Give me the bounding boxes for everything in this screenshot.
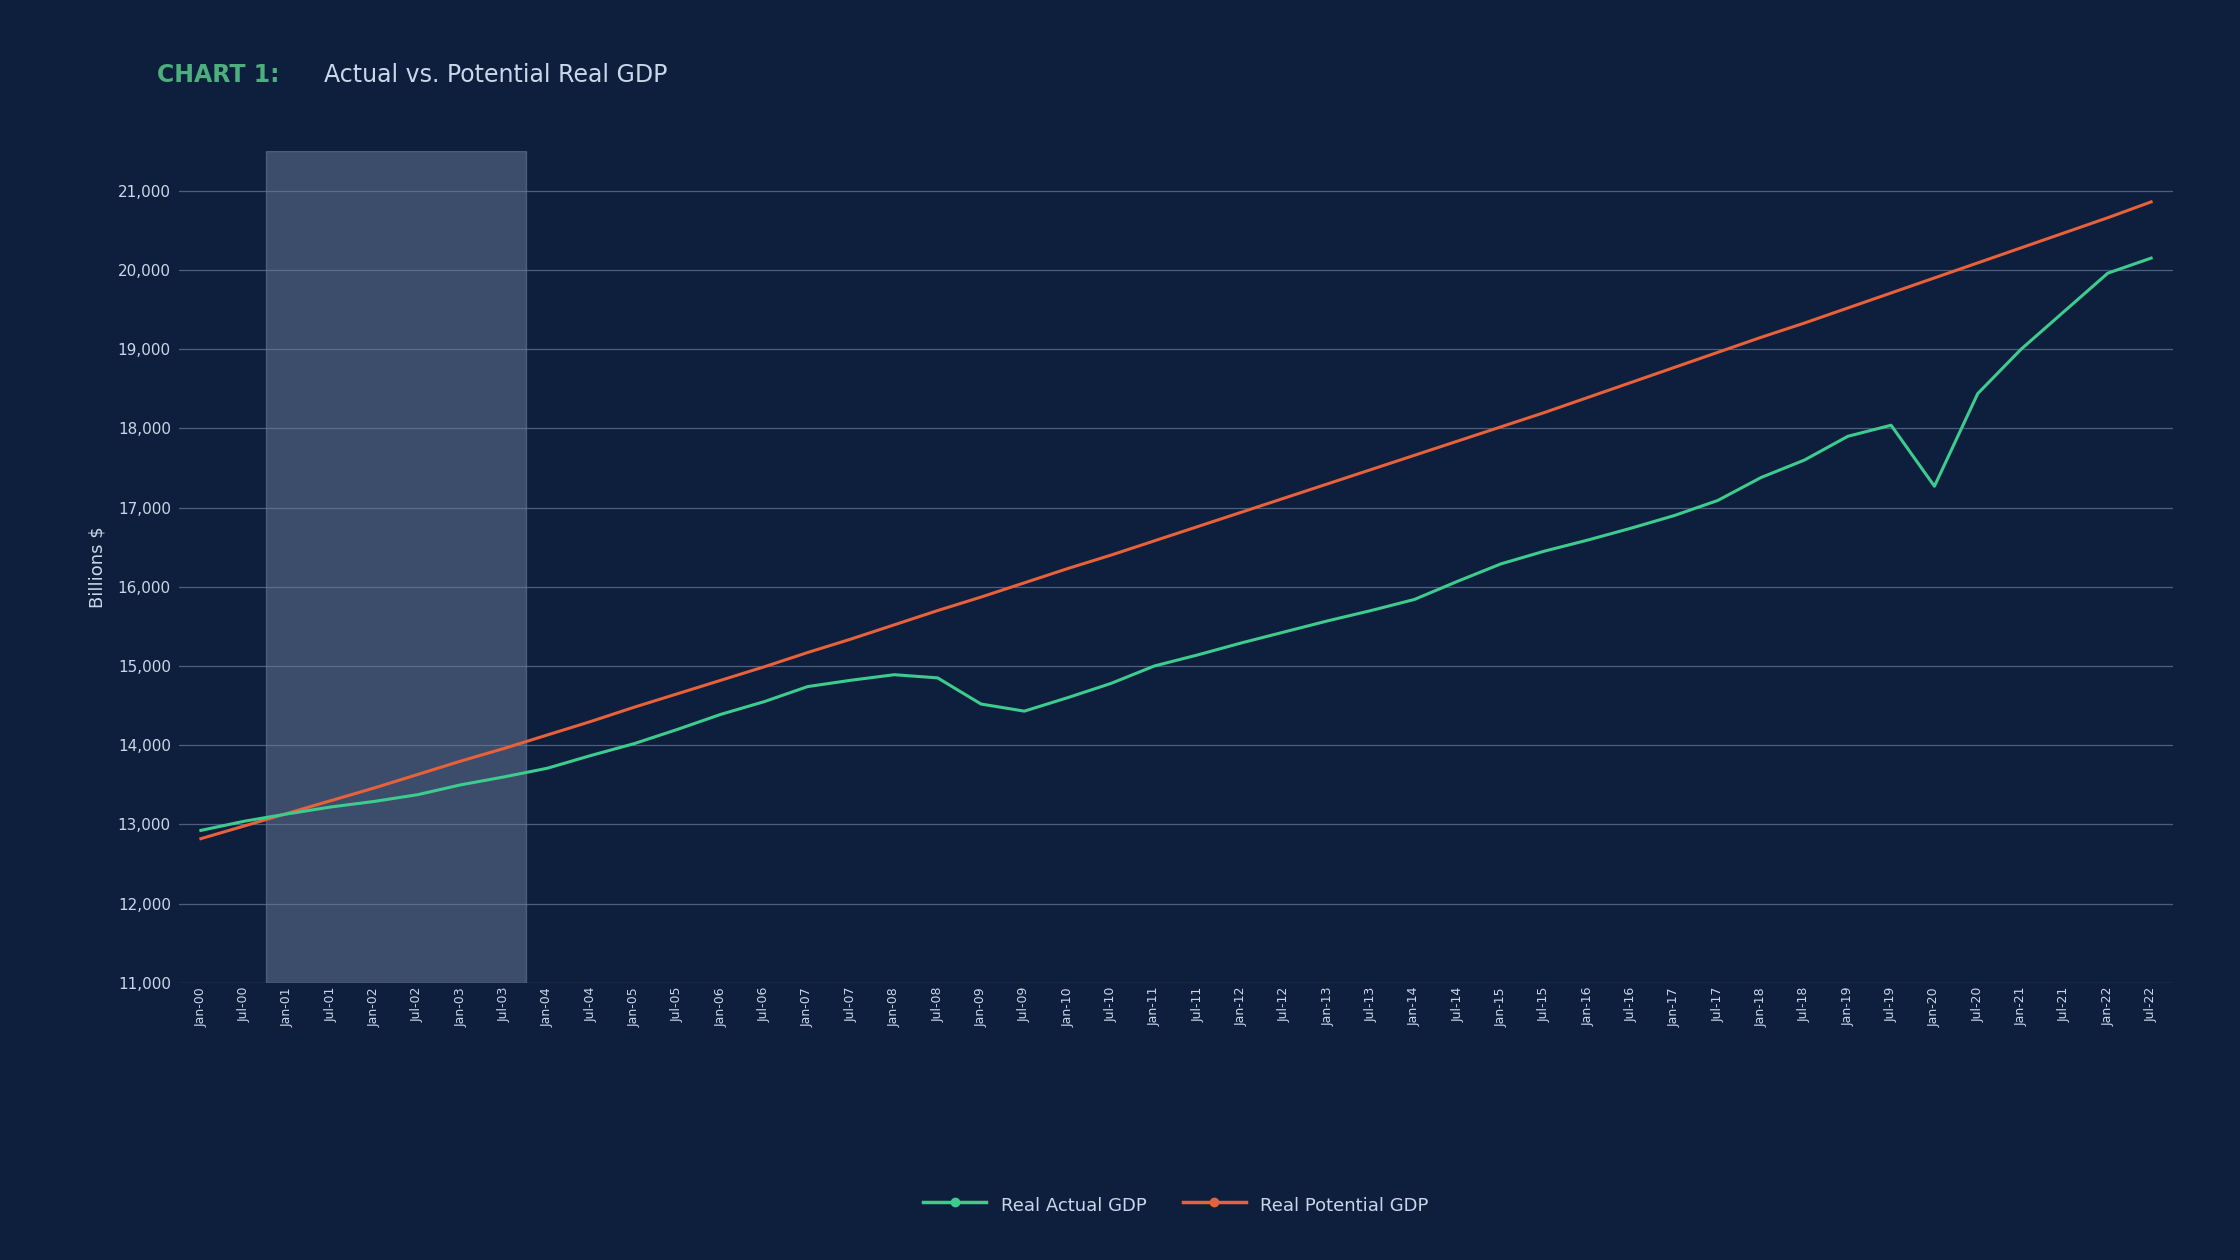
Real Actual GDP	[708, 707, 735, 722]
Real Actual GDP	[1964, 386, 1991, 401]
Real Potential GDP	[1922, 271, 1949, 286]
Real Actual GDP	[1140, 659, 1167, 674]
Real Actual GDP	[663, 722, 690, 737]
Real Potential GDP	[1660, 360, 1689, 375]
Real Actual GDP	[1315, 614, 1342, 629]
Real Actual GDP	[1835, 428, 1861, 444]
Line: Real Potential GDP: Real Potential GDP	[202, 202, 2150, 839]
Real Actual GDP	[750, 694, 777, 709]
Real Actual GDP	[620, 736, 647, 751]
Real Actual GDP	[1010, 703, 1037, 718]
Real Actual GDP	[838, 673, 865, 688]
Real Actual GDP	[1098, 675, 1124, 690]
Real Actual GDP	[1575, 533, 1602, 548]
Real Actual GDP	[1922, 479, 1949, 494]
Real Actual GDP	[403, 788, 430, 803]
Real Potential GDP	[2052, 226, 2079, 241]
Real Actual GDP	[795, 679, 822, 694]
Real Actual GDP	[1487, 556, 1514, 571]
Real Actual GDP	[188, 823, 215, 838]
Real Actual GDP	[1400, 592, 1427, 607]
Real Potential GDP	[403, 767, 430, 782]
Real Actual GDP	[2052, 304, 2079, 319]
Real Potential GDP	[1964, 256, 1991, 271]
Real Potential GDP	[361, 780, 388, 795]
Real Potential GDP	[1315, 476, 1342, 491]
Real Potential GDP	[1228, 505, 1254, 520]
Real Actual GDP	[1747, 470, 1774, 485]
Text: CHART 1:: CHART 1:	[157, 63, 280, 87]
Real Potential GDP	[880, 617, 907, 633]
Real Actual GDP	[578, 748, 605, 764]
Real Potential GDP	[795, 645, 822, 660]
Real Actual GDP	[1617, 520, 1644, 536]
Real Actual GDP	[2094, 266, 2121, 281]
Real Potential GDP	[1705, 345, 1732, 360]
Real Actual GDP	[880, 667, 907, 682]
Real Actual GDP	[533, 761, 560, 776]
Real Potential GDP	[578, 714, 605, 730]
Real Potential GDP	[1835, 300, 1861, 315]
Bar	[267, 151, 526, 983]
Real Potential GDP	[620, 699, 647, 714]
Text: Actual vs. Potential Real GDP: Actual vs. Potential Real GDP	[309, 63, 668, 87]
Real Potential GDP	[1877, 286, 1904, 301]
Real Actual GDP	[1228, 635, 1254, 650]
Real Potential GDP	[1445, 433, 1472, 449]
Real Actual GDP	[1445, 573, 1472, 588]
Line: Real Actual GDP: Real Actual GDP	[202, 258, 2150, 830]
Real Potential GDP	[533, 727, 560, 742]
Real Potential GDP	[231, 819, 258, 834]
Real Potential GDP	[2094, 210, 2121, 226]
Real Potential GDP	[708, 673, 735, 688]
Real Actual GDP	[1185, 648, 1212, 663]
Real Potential GDP	[1575, 389, 1602, 404]
Real Potential GDP	[273, 805, 300, 820]
Real Potential GDP	[1487, 420, 1514, 435]
Real Actual GDP	[1660, 508, 1689, 523]
Real Potential GDP	[1792, 315, 1819, 330]
Real Potential GDP	[491, 741, 517, 756]
Real Actual GDP	[231, 814, 258, 829]
Real Potential GDP	[448, 753, 475, 769]
Real Actual GDP	[2137, 251, 2164, 266]
Real Potential GDP	[663, 687, 690, 702]
Real Potential GDP	[1747, 330, 1774, 345]
Real Actual GDP	[491, 770, 517, 785]
Real Potential GDP	[1098, 548, 1124, 563]
Real Actual GDP	[968, 697, 995, 712]
Real Actual GDP	[1530, 543, 1557, 558]
Real Actual GDP	[1270, 625, 1297, 640]
Y-axis label: Billions $: Billions $	[90, 527, 108, 607]
Real Potential GDP	[750, 659, 777, 674]
Real Potential GDP	[1055, 561, 1082, 576]
Legend: Real Actual GDP, Real Potential GDP: Real Actual GDP, Real Potential GDP	[916, 1187, 1436, 1223]
Real Potential GDP	[1357, 462, 1384, 478]
Real Actual GDP	[361, 794, 388, 809]
Real Actual GDP	[1357, 604, 1384, 619]
Real Potential GDP	[1140, 533, 1167, 548]
Real Actual GDP	[925, 670, 952, 685]
Real Potential GDP	[1010, 576, 1037, 591]
Real Potential GDP	[1185, 519, 1212, 534]
Real Potential GDP	[1270, 490, 1297, 505]
Real Actual GDP	[2007, 341, 2034, 357]
Real Potential GDP	[188, 832, 215, 847]
Real Actual GDP	[1055, 690, 1082, 706]
Real Actual GDP	[273, 806, 300, 822]
Real Actual GDP	[1792, 452, 1819, 467]
Real Actual GDP	[318, 799, 345, 814]
Real Potential GDP	[925, 604, 952, 619]
Real Potential GDP	[1617, 375, 1644, 391]
Real Potential GDP	[1530, 404, 1557, 420]
Real Actual GDP	[1877, 417, 1904, 432]
Real Actual GDP	[1705, 493, 1732, 508]
Real Potential GDP	[838, 631, 865, 646]
Real Potential GDP	[1400, 447, 1427, 462]
Real Potential GDP	[2137, 194, 2164, 209]
Real Potential GDP	[968, 590, 995, 605]
Real Potential GDP	[2007, 241, 2034, 256]
Real Actual GDP	[448, 777, 475, 793]
Real Potential GDP	[318, 793, 345, 808]
